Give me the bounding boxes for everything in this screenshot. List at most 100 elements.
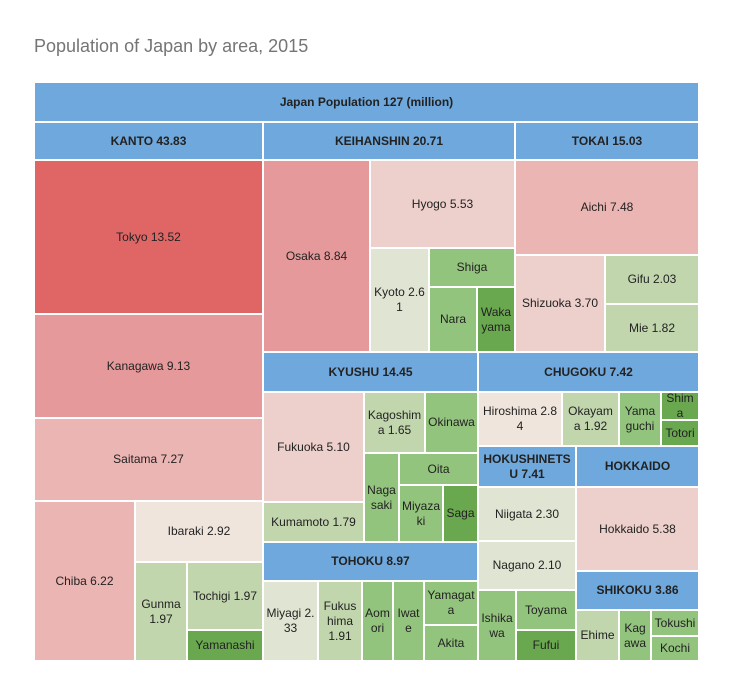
cell-label: KEIHANSHIN 20.71 [334, 133, 444, 148]
prefecture-cell-iwate: Iwate [393, 581, 424, 661]
cell-label: Shizuoka 3.70 [521, 296, 599, 310]
region-header-keihanshin: KEIHANSHIN 20.71 [263, 122, 515, 160]
region-header-kanto: KANTO 43.83 [34, 122, 263, 160]
cell-label: Gunma 1.97 [141, 596, 181, 626]
cell-label: HOKUSHINETSU 7.41 [483, 451, 571, 481]
cell-label: Okayama 1.92 [568, 404, 613, 433]
cell-label: Nara [439, 312, 466, 326]
prefecture-cell-okayama: Okayama 1.92 [562, 392, 619, 446]
prefecture-cell-shiga: Shiga [429, 248, 515, 287]
cell-label: Kumamoto 1.79 [271, 514, 356, 529]
prefecture-cell-akita: Akita [424, 625, 478, 661]
prefecture-cell-ibaraki: Ibaraki 2.92 [135, 501, 263, 562]
prefecture-cell-aichi: Aichi 7.48 [515, 160, 699, 255]
prefecture-cell-kagawa: Kagawa [619, 610, 651, 661]
prefecture-cell-shizuoka: Shizuoka 3.70 [515, 255, 605, 352]
cell-label: Tokushi [654, 615, 696, 630]
prefecture-cell-hokkaido: Hokkaido 5.38 [576, 487, 699, 571]
cell-label: Totori [665, 425, 695, 440]
prefecture-cell-miyazaki: Miyazaki [399, 485, 443, 542]
cell-label: Nagasaki [367, 482, 396, 512]
cell-label: Osaka 8.84 [285, 248, 348, 263]
prefecture-cell-fukushima: Fukushima 1.91 [318, 581, 362, 661]
cell-label: Nagano 2.10 [492, 558, 562, 572]
region-header-chugoku: CHUGOKU 7.42 [478, 352, 699, 392]
prefecture-cell-saitama: Saitama 7.27 [34, 418, 263, 501]
cell-label: Aichi 7.48 [580, 200, 634, 214]
prefecture-cell-tokushima: Tokushi [651, 610, 699, 636]
cell-label: Tokyo 13.52 [116, 229, 181, 244]
cell-label: KYUSHU 14.45 [328, 364, 413, 379]
cell-label: Fufui [532, 638, 560, 652]
cell-label: Iwate [397, 606, 420, 635]
cell-label: Kochi [659, 641, 691, 655]
cell-label: Chiba 6.22 [55, 573, 114, 588]
prefecture-cell-nara: Nara [429, 287, 477, 352]
treemap-root-header: Japan Population 127 (million) [34, 82, 699, 122]
cell-label: Shiga [456, 260, 488, 274]
cell-label: Fukushima 1.91 [323, 598, 357, 643]
cell-label: Aomori [365, 606, 390, 635]
cell-label: Miyazaki [402, 498, 441, 528]
prefecture-cell-tottori: Totori [661, 420, 699, 446]
cell-label: Ibaraki 2.92 [167, 524, 231, 538]
prefecture-cell-okinawa: Okinawa [425, 392, 478, 453]
prefecture-cell-gunma: Gunma 1.97 [135, 562, 187, 661]
prefecture-cell-tochigi: Tochigi 1.97 [187, 562, 263, 630]
cell-label: Kagoshima 1.65 [367, 407, 422, 437]
cell-label: Mie 1.82 [628, 320, 676, 335]
cell-label: Kanagawa 9.13 [106, 358, 191, 373]
cell-label: Hyogo 5.53 [411, 196, 474, 211]
cell-label: TOHOKU 8.97 [331, 554, 410, 568]
cell-label: Ehime [580, 628, 615, 642]
cell-label: Saitama 7.27 [113, 452, 184, 466]
prefecture-cell-niigata: Niigata 2.30 [478, 487, 576, 541]
prefecture-cell-ishikawa: Ishikawa [478, 590, 516, 661]
cell-label: Akita [437, 635, 465, 650]
cell-label: Yamanashi [195, 638, 255, 652]
cell-label: Shima [666, 392, 694, 420]
prefecture-cell-osaka: Osaka 8.84 [263, 160, 370, 352]
cell-label: Miyagi 2.33 [266, 606, 315, 635]
prefecture-cell-kumamoto: Kumamoto 1.79 [263, 502, 364, 542]
cell-label: Hiroshima 2.84 [482, 404, 558, 433]
cell-label: KANTO 43.83 [110, 133, 187, 148]
prefecture-cell-kyoto: Kyoto 2.61 [370, 248, 429, 352]
cell-label: Japan Population 127 (million) [279, 94, 454, 109]
prefecture-cell-kanagawa: Kanagawa 9.13 [34, 314, 263, 418]
cell-label: Saga [446, 506, 475, 520]
prefecture-cell-nagano: Nagano 2.10 [478, 541, 576, 590]
prefecture-cell-mie: Mie 1.82 [605, 304, 699, 352]
prefecture-cell-kagoshima: Kagoshima 1.65 [364, 392, 425, 453]
cell-label: Kyoto 2.61 [374, 285, 425, 314]
cell-label: SHIKOKU 3.86 [596, 583, 679, 597]
chart-title: Population of Japan by area, 2015 [34, 36, 309, 56]
region-header-kyushu: KYUSHU 14.45 [263, 352, 478, 392]
prefecture-cell-tokyo: Tokyo 13.52 [34, 160, 263, 314]
region-header-hokkaido: HOKKAIDO [576, 446, 699, 487]
cell-label: Fukuoka 5.10 [277, 439, 350, 454]
prefecture-cell-ehime: Ehime [576, 610, 619, 661]
cell-label: Wakayama [480, 304, 512, 334]
region-header-shikoku: SHIKOKU 3.86 [576, 571, 699, 610]
prefecture-cell-aomori: Aomori [362, 581, 393, 661]
cell-label: Toyama [524, 602, 568, 617]
prefecture-cell-fukuoka: Fukuoka 5.10 [263, 392, 364, 502]
region-header-hokushinetsu: HOKUSHINETSU 7.41 [478, 446, 576, 487]
cell-label: HOKKAIDO [604, 459, 671, 473]
cell-label: Yamagata [427, 588, 475, 617]
prefecture-cell-hyogo: Hyogo 5.53 [370, 160, 515, 248]
prefecture-cell-oita: Oita [399, 453, 478, 485]
prefecture-cell-yamanashi: Yamanashi [187, 630, 263, 661]
cell-label: Kagawa [623, 620, 646, 650]
cell-label: Okinawa [428, 415, 475, 429]
prefecture-cell-gifu: Gifu 2.03 [605, 255, 699, 304]
cell-label: Hokkaido 5.38 [599, 521, 676, 536]
prefecture-cell-shimane: Shima [661, 392, 699, 420]
prefecture-cell-saga: Saga [443, 485, 478, 542]
cell-label: TOKAI 15.03 [571, 133, 643, 148]
cell-label: Yamaguchi [624, 404, 656, 433]
prefecture-cell-toyama: Toyama [516, 590, 576, 630]
region-header-tokai: TOKAI 15.03 [515, 122, 699, 160]
prefecture-cell-chiba: Chiba 6.22 [34, 501, 135, 661]
